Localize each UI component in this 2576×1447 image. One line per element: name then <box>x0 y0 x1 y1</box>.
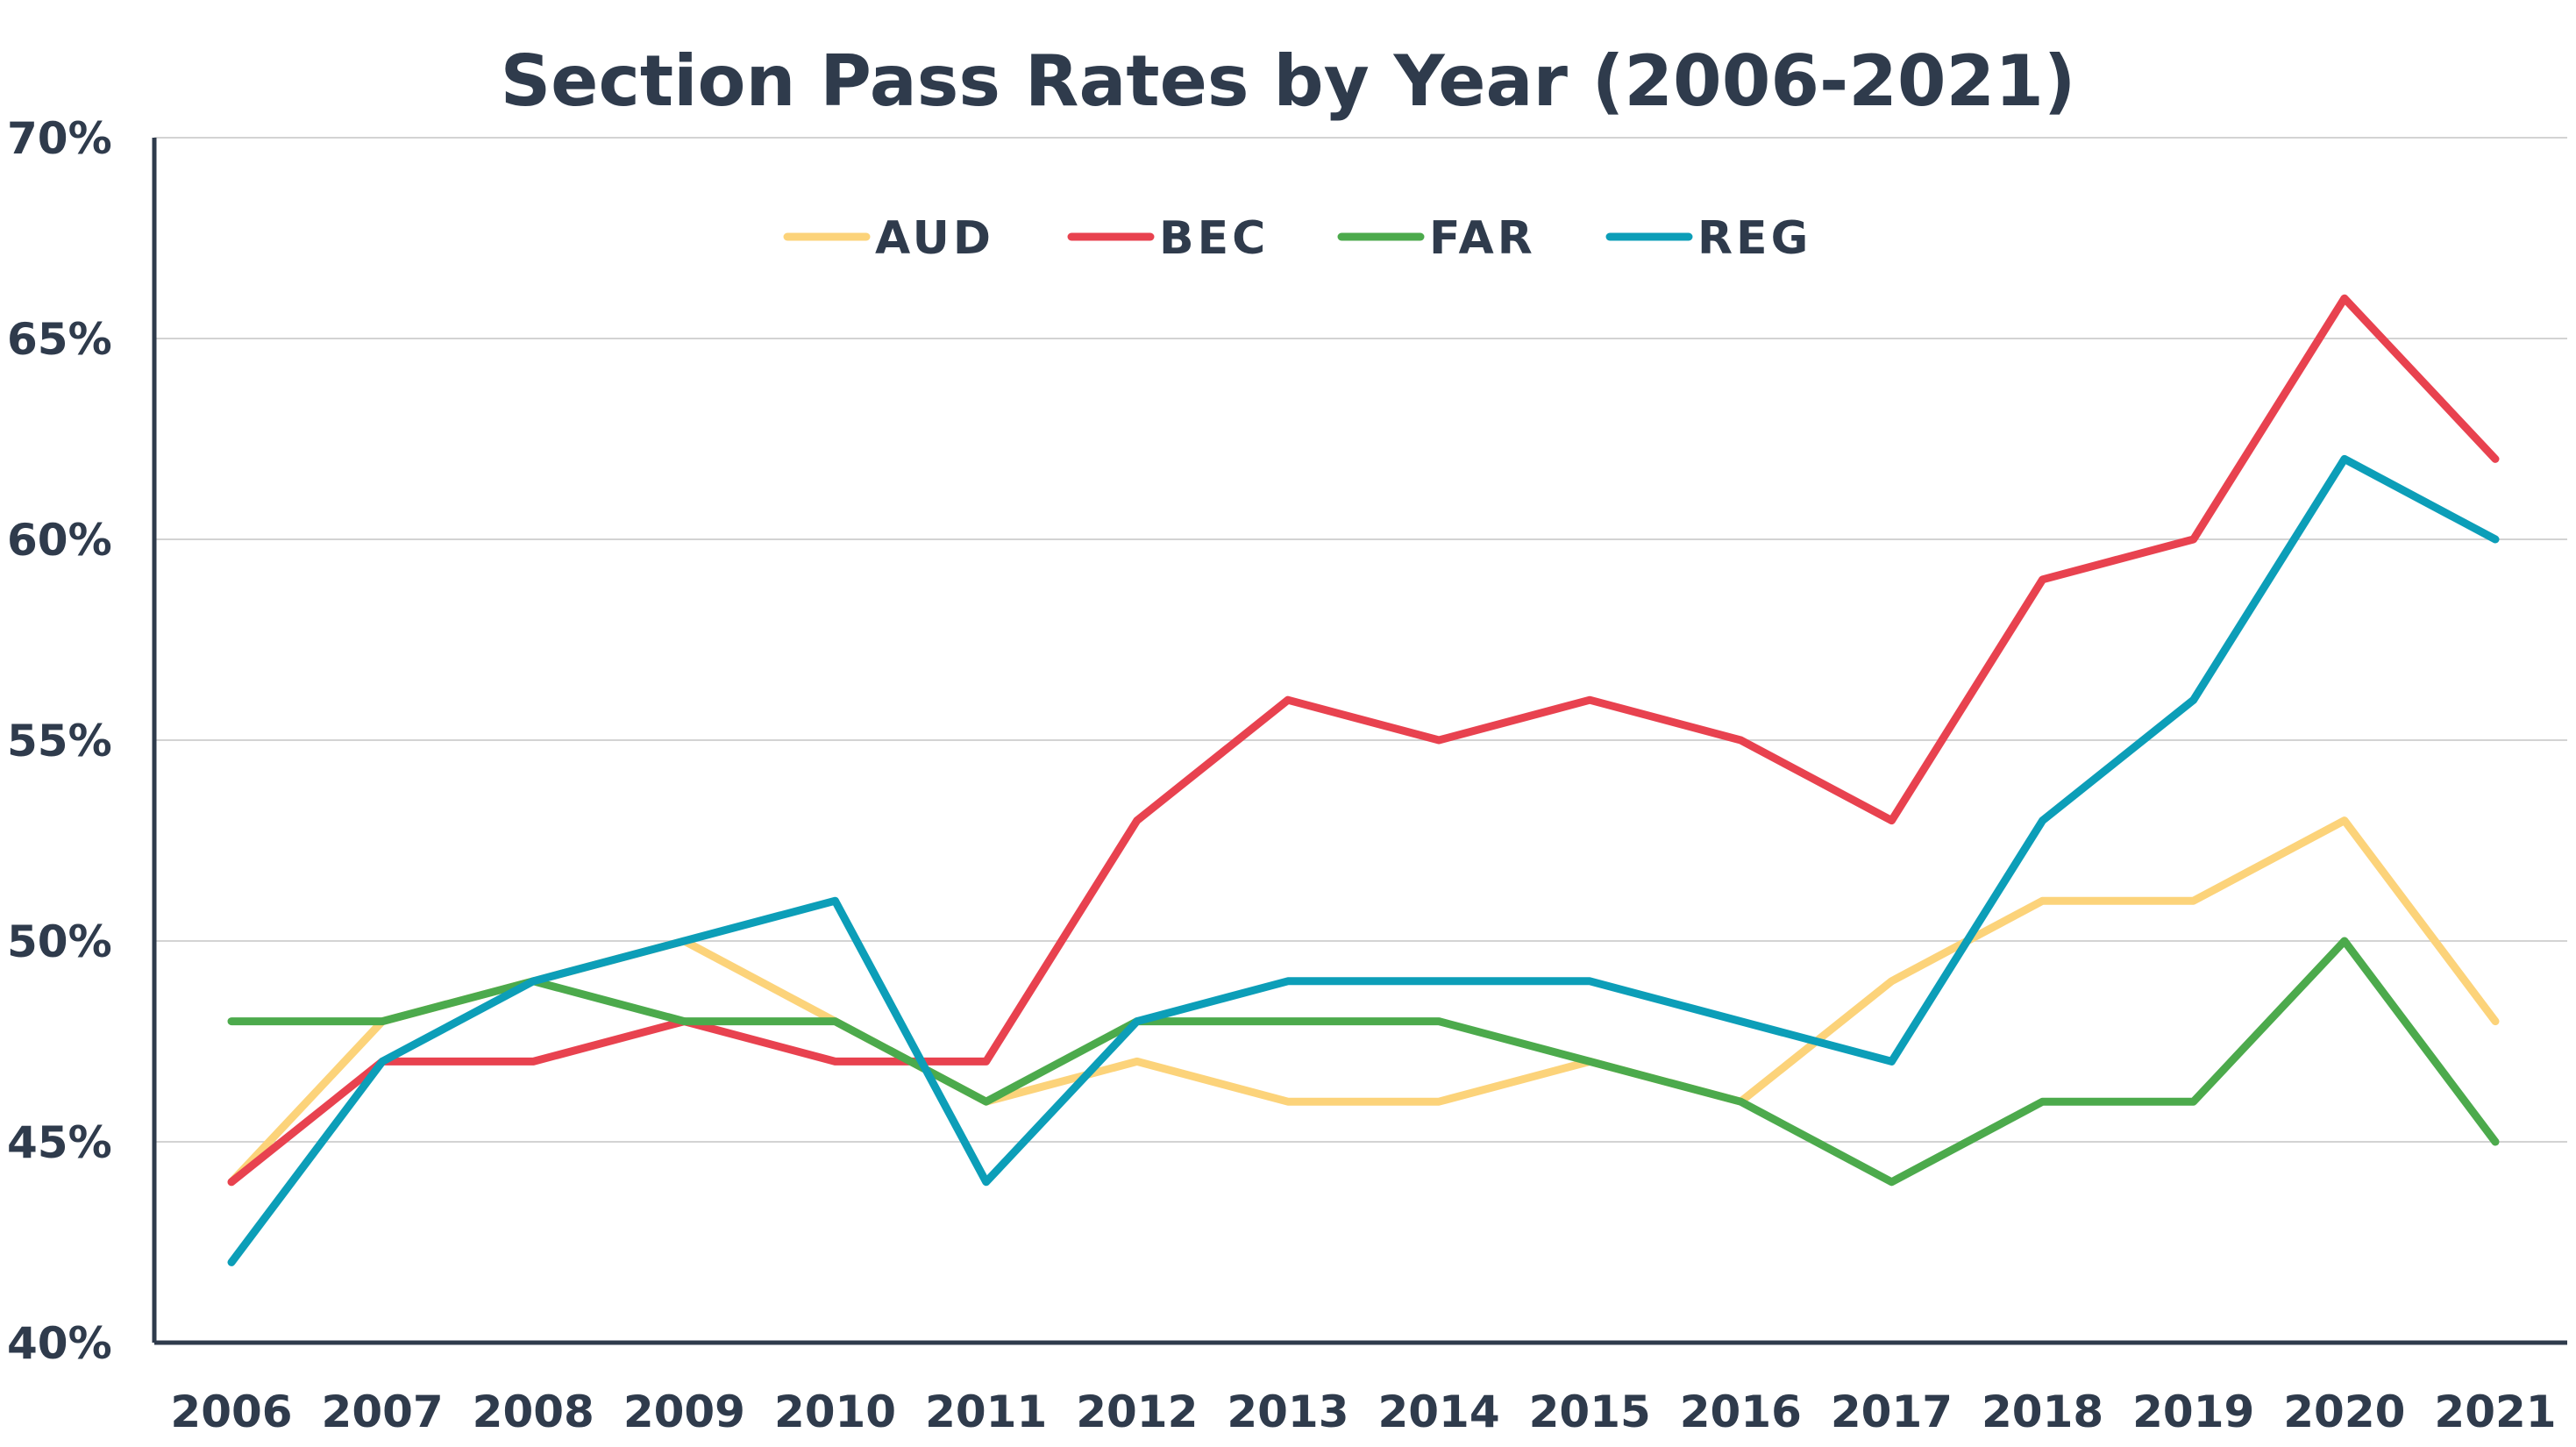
legend-item-far: FAR <box>1337 212 1536 265</box>
series-line-reg <box>227 454 2500 1266</box>
x-tick-label: 2021 <box>2434 1386 2556 1437</box>
series-line-bec <box>227 294 2500 1187</box>
x-tick-label: 2014 <box>1377 1386 1499 1437</box>
axes <box>152 138 2567 1345</box>
x-tick-label: 2012 <box>1076 1386 1198 1437</box>
gridlines <box>154 137 2567 1143</box>
x-tick-label: 2020 <box>2283 1386 2405 1437</box>
y-tick-label: 55% <box>7 716 112 766</box>
legend-label: BEC <box>1159 212 1269 265</box>
x-tick-label: 2008 <box>473 1386 594 1437</box>
y-axis-tick-labels: 40% 45% 50% 55% 60% 65% 70% <box>7 113 112 1369</box>
y-tick-label: 45% <box>7 1117 112 1168</box>
x-tick-label: 2017 <box>1831 1386 1953 1437</box>
x-tick-label: 2011 <box>925 1386 1047 1437</box>
x-tick-label: 2018 <box>1982 1386 2103 1437</box>
y-tick-label: 40% <box>7 1318 112 1369</box>
x-tick-label: 2009 <box>623 1386 745 1437</box>
chart-title: Section Pass Rates by Year (2006-2021) <box>501 40 2076 122</box>
x-tick-label: 2016 <box>1680 1386 1802 1437</box>
legend-label: AUD <box>875 212 994 265</box>
series-line-far <box>227 937 2500 1187</box>
x-tick-label: 2007 <box>322 1386 444 1437</box>
legend: AUD BEC FAR REG <box>783 212 1811 265</box>
y-tick-label: 50% <box>7 916 112 967</box>
y-tick-label: 60% <box>7 515 112 566</box>
x-tick-label: 2015 <box>1529 1386 1651 1437</box>
legend-label: FAR <box>1429 212 1536 265</box>
legend-item-bec: BEC <box>1067 212 1269 265</box>
legend-label: REG <box>1697 212 1811 265</box>
x-tick-label: 2006 <box>170 1386 292 1437</box>
x-tick-label: 2010 <box>774 1386 896 1437</box>
series-lines <box>227 294 2500 1266</box>
y-tick-label: 70% <box>7 113 112 164</box>
series-line-aud <box>227 816 2500 1187</box>
legend-item-reg: REG <box>1605 212 1811 265</box>
x-tick-label: 2019 <box>2132 1386 2254 1437</box>
legend-item-aud: AUD <box>783 212 994 265</box>
x-tick-label: 2013 <box>1227 1386 1348 1437</box>
x-axis-tick-labels: 2006 2007 2008 2009 2010 2011 2012 2013 2014 2015… <box>170 1386 2556 1437</box>
y-tick-label: 65% <box>7 314 112 365</box>
